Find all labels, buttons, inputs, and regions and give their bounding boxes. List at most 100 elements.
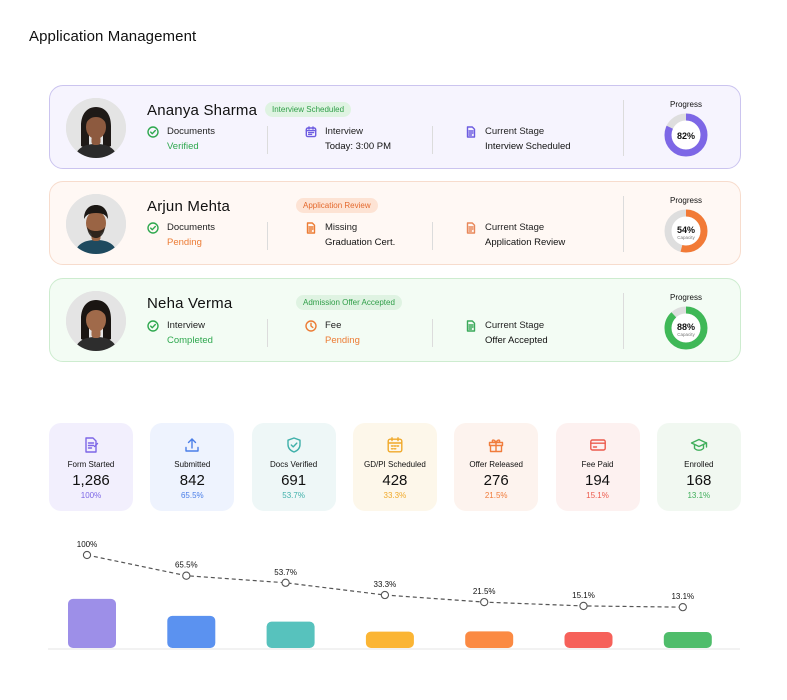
chart-bar[interactable] (465, 631, 514, 648)
applicant-card[interactable]: Arjun Mehta Application Review Documents … (49, 181, 741, 265)
chart-bar[interactable] (167, 615, 216, 648)
stat-value: 194 (584, 472, 611, 489)
stat-percent: 53.7% (282, 491, 305, 500)
chart-point[interactable] (480, 597, 489, 607)
chart-bar[interactable] (663, 632, 712, 648)
capacity-caption: Capacity (677, 332, 695, 337)
divider (623, 196, 624, 252)
applicant-name[interactable]: Neha Verma (147, 295, 233, 312)
calendar-icon (386, 436, 404, 454)
chart-point[interactable] (678, 602, 687, 612)
info-label: Interview (325, 126, 364, 137)
calendar-icon (305, 126, 317, 138)
progress-label: Progress (669, 293, 702, 302)
info-label: Documents (167, 126, 216, 137)
info-value: Pending (167, 237, 202, 248)
stat-percent: 65.5% (180, 491, 204, 500)
document-icon (465, 320, 477, 332)
info-value: Graduation Cert. (325, 237, 396, 248)
applicant-card[interactable]: Neha Verma Admission Offer Accepted Inter… (49, 278, 741, 362)
info-value: Application Review (485, 237, 566, 248)
divider (267, 126, 268, 154)
progress-label: Progress (669, 100, 702, 109)
form-icon (82, 436, 100, 454)
stat-percent: 15.1% (586, 491, 609, 500)
check-circle-icon (147, 126, 159, 138)
progress-percent: 82% (676, 131, 695, 141)
stat-label: Form Started (67, 460, 115, 469)
info-label: Interview (167, 320, 206, 331)
chart-data-label: 13.1% (671, 592, 694, 601)
avatar (66, 291, 126, 351)
stat-percent: 21.5% (484, 491, 508, 500)
stat-value: 428 (382, 472, 408, 489)
chart-point[interactable] (182, 571, 191, 580)
shield-check-icon (285, 436, 303, 454)
divider (623, 100, 624, 156)
stat-value: 168 (686, 472, 712, 489)
chart-bar[interactable] (266, 621, 315, 648)
progress-donut (664, 306, 708, 350)
chart-data-label: 15.1% (572, 591, 595, 600)
info-value: Today: 3:00 PM (325, 141, 392, 152)
chart-data-label: 33.3% (374, 580, 397, 589)
divider (432, 222, 433, 250)
page-title: Application Management (29, 28, 197, 45)
funnel-chart: 100% 65.5% 53.7% 33.3% 21.5% 15.1% 13.1% (48, 540, 740, 650)
funnel-stat-card[interactable]: Offer Released 276 21.5% (454, 423, 539, 511)
stat-label: GD/PI Scheduled (363, 460, 426, 469)
info-label: Fee (325, 320, 342, 331)
avatar (66, 98, 126, 158)
stat-value: 1,286 (72, 472, 110, 489)
chart-point[interactable] (281, 578, 290, 587)
progress-percent: 54% (676, 225, 695, 235)
stat-percent: 13.1% (687, 491, 711, 500)
gift-icon (487, 436, 505, 454)
stat-value: 691 (281, 472, 307, 489)
info-value: Offer Accepted (485, 335, 548, 346)
document-icon (465, 222, 477, 234)
document-icon (465, 126, 477, 138)
progress-donut (664, 209, 708, 253)
applicant-name[interactable]: Arjun Mehta (147, 198, 231, 215)
stage-badge: Interview Scheduled (265, 102, 352, 117)
divider (267, 319, 268, 347)
applicant-name[interactable]: Ananya Sharma (147, 102, 258, 119)
chart-bar[interactable] (564, 632, 613, 648)
stat-value: 276 (483, 472, 509, 489)
capacity-caption: Capacity (677, 235, 695, 240)
chart-data-label: 53.7% (274, 568, 297, 577)
stat-label: Submitted (174, 460, 211, 469)
info-label: Missing (325, 222, 358, 233)
funnel-stat-card[interactable]: Fee Paid 194 15.1% (555, 423, 640, 511)
stat-label: Offer Released (469, 460, 524, 469)
chart-data-label: 65.5% (175, 561, 198, 570)
progress-label: Progress (669, 196, 702, 205)
divider (623, 293, 624, 349)
funnel-stat-card[interactable]: Enrolled 168 13.1% (656, 423, 741, 511)
info-value: Interview Scheduled (485, 141, 571, 152)
funnel-stat-card[interactable]: Docs Verified 691 53.7% (251, 423, 336, 511)
chart-point[interactable] (380, 590, 390, 600)
chart-point[interactable] (579, 601, 588, 611)
chart-data-label: 21.5% (473, 587, 496, 596)
funnel-stat-card[interactable]: Form Started 1,286 100% (49, 423, 133, 511)
progress-percent: 88% (676, 322, 695, 332)
info-value: Completed (167, 335, 213, 346)
stat-label: Enrolled (684, 460, 714, 469)
credit-card-icon (589, 436, 607, 454)
funnel-stat-card[interactable]: Submitted 842 65.5% (150, 423, 235, 511)
applicant-card[interactable]: Ananya Sharma Interview Scheduled Documen… (49, 85, 741, 169)
divider (267, 222, 268, 250)
stage-badge: Admission Offer Accepted (296, 295, 402, 310)
chart-bar[interactable] (68, 598, 116, 648)
upload-icon (183, 436, 201, 454)
stat-percent: 100% (80, 491, 102, 500)
stat-value: 842 (179, 472, 205, 489)
info-label: Current Stage (485, 126, 545, 137)
chart-bar[interactable] (365, 631, 414, 648)
chart-point[interactable] (82, 550, 92, 560)
funnel-stat-card[interactable]: GD/PI Scheduled 428 33.3% (352, 423, 437, 511)
stat-label: Fee Paid (581, 460, 614, 469)
info-label: Documents (167, 222, 216, 233)
